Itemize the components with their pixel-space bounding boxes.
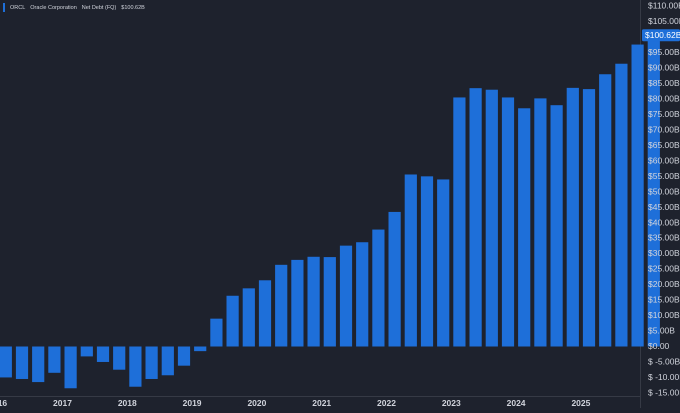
bar [258,280,272,347]
y-tick-label: $85.00B [648,78,680,88]
bar [469,88,482,347]
bar [64,346,77,389]
y-tick-label: $5.00B [648,326,675,336]
y-tick-label: $35.00B [648,233,680,243]
bar [534,98,547,347]
y-tick-label: $65.00B [648,140,680,150]
bar [48,346,61,373]
y-tick-label: $110.00B [648,1,680,11]
y-tick-label: $55.00B [648,171,680,181]
bar [631,44,644,347]
y-tick-label: $25.00B [648,264,680,274]
y-tick-label: $ -10.00B [648,372,680,382]
y-tick-label: $80.00B [648,94,680,104]
bar [145,346,158,379]
x-tick-label: 2025 [571,398,590,408]
bar [80,346,93,357]
bar [647,35,660,347]
bar [161,346,174,376]
y-tick-label: $90.00B [648,63,680,73]
bar [356,242,369,347]
bar [96,346,110,362]
legend-swatch [3,3,5,12]
bar [0,346,12,378]
bar [437,179,450,347]
bar [177,346,191,366]
y-tick-label: $60.00B [648,155,680,165]
y-tick-label: $ -15.00B [648,387,680,397]
legend-symbol: ORCL [10,4,26,11]
bar [242,288,255,347]
legend-metric: Net Debt (FQ) [81,4,117,11]
bar [420,176,434,347]
bar [582,89,596,347]
bar [453,97,466,347]
last-value-badge [642,29,680,42]
y-tick-label: $0.00 [648,341,670,351]
y-tick-label: $105.00B [648,16,680,26]
x-tick-label: 2024 [507,398,526,408]
x-tick-label: 2021 [312,398,331,408]
bar [226,295,239,347]
bar [15,346,29,379]
y-tick-label: $10.00B [648,310,680,320]
legend-company: Oracle Corporation [30,4,77,11]
x-tick-label: 2020 [247,398,266,408]
bar [501,97,515,347]
bar [566,87,579,347]
bar [599,74,612,347]
legend-value: $100.62B [121,4,145,11]
x-tick-label: 2022 [377,398,396,408]
bar [291,259,304,347]
chart-legend: ORCL Oracle Corporation Net Debt (FQ) $1… [3,3,145,12]
y-tick-label: $30.00B [648,248,680,258]
y-tick-label: $50.00B [648,186,680,196]
bar [113,346,126,370]
bar [323,257,336,347]
x-tick-label: 2016 [0,398,7,408]
bar [194,346,207,352]
y-tick-label: $ -5.00B [648,356,680,366]
x-tick-label: 2019 [183,398,202,408]
bar [518,108,531,347]
y-tick-label: $15.00B [648,295,680,305]
bar [615,63,628,347]
bar [210,318,223,347]
y-tick-label: $75.00B [648,109,680,119]
y-tick-label: $95.00B [648,47,680,57]
x-tick-label: 2017 [53,398,72,408]
bar [388,211,401,347]
bar [129,346,142,387]
y-tick-label: $40.00B [648,217,680,227]
bar [404,174,417,347]
y-tick-label: $45.00B [648,202,680,212]
last-value-label: $100.62B [645,30,680,40]
y-tick-label: $70.00B [648,124,680,134]
bar [372,229,385,347]
x-tick-label: 2023 [442,398,461,408]
bar [307,256,320,347]
y-tick-label: $20.00B [648,279,680,289]
bar [550,105,563,347]
bar [32,346,45,383]
bar [485,89,498,347]
x-tick-label: 2018 [118,398,137,408]
bar [275,264,288,347]
bar [339,245,353,347]
